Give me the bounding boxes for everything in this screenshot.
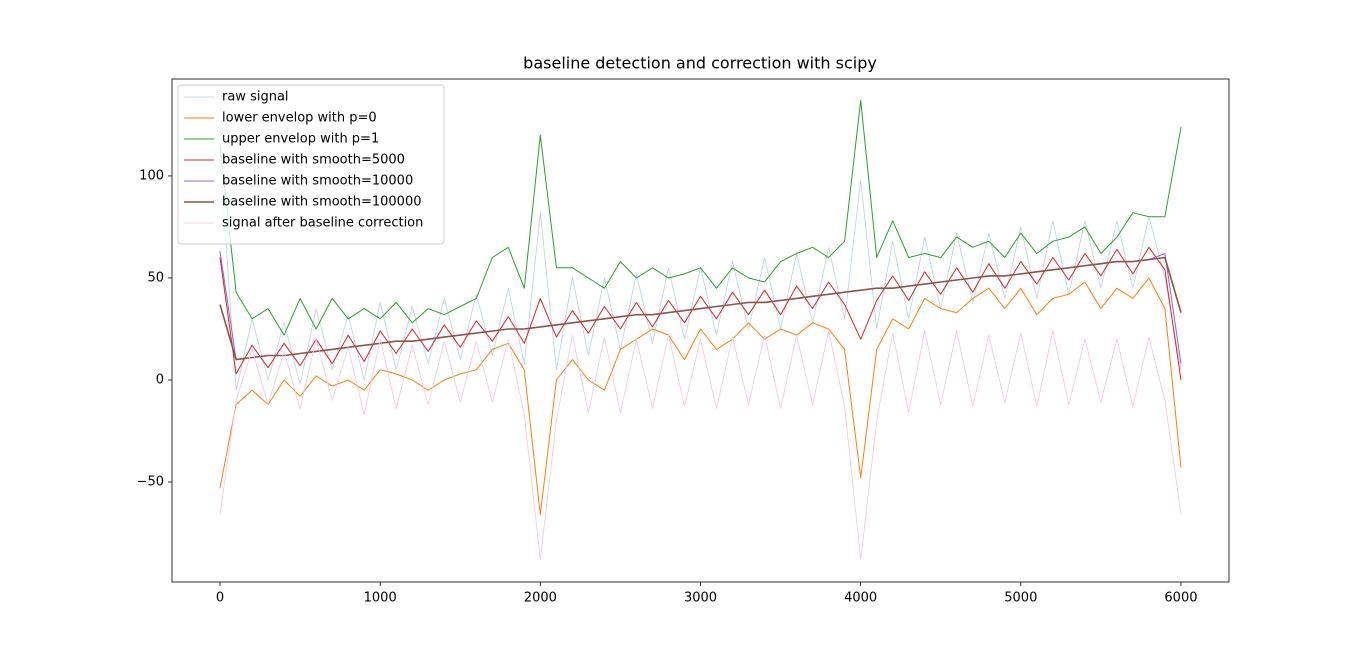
legend-label: baseline with smooth=5000 [222,153,405,168]
y-tick-label: −50 [137,475,164,490]
legend-label: baseline with smooth=100000 [222,195,422,210]
legend-label: signal after baseline correction [222,216,423,231]
legend: raw signal lower envelop with p=0 upper en… [177,84,445,245]
y-tick-label: 50 [147,270,164,285]
series-line [219,277,1182,516]
x-tick-label: 3000 [684,591,717,606]
chart-title: baseline detection and correction with s… [523,54,877,73]
legend-label: baseline with smooth=10000 [222,174,413,189]
x-tick-label: 6000 [1164,591,1197,606]
x-tick-label: 5000 [1004,591,1037,606]
series-line [219,330,1182,560]
legend-box [177,84,445,245]
y-tick-label: 0 [156,372,164,387]
x-tick-label: 4000 [844,591,877,606]
legend-label: lower envelop with p=0 [222,111,377,126]
legend-label: raw signal [222,90,289,105]
x-tick-label: 0 [216,591,224,606]
plot-frame [171,78,1230,583]
series-line [219,246,1182,381]
series-line [219,256,1182,361]
x-tick-label: 2000 [524,591,557,606]
series-line [219,99,1182,336]
legend-label: upper envelop with p=1 [222,132,379,147]
x-tick-label: 1000 [364,591,397,606]
y-tick-label: 100 [139,168,164,183]
